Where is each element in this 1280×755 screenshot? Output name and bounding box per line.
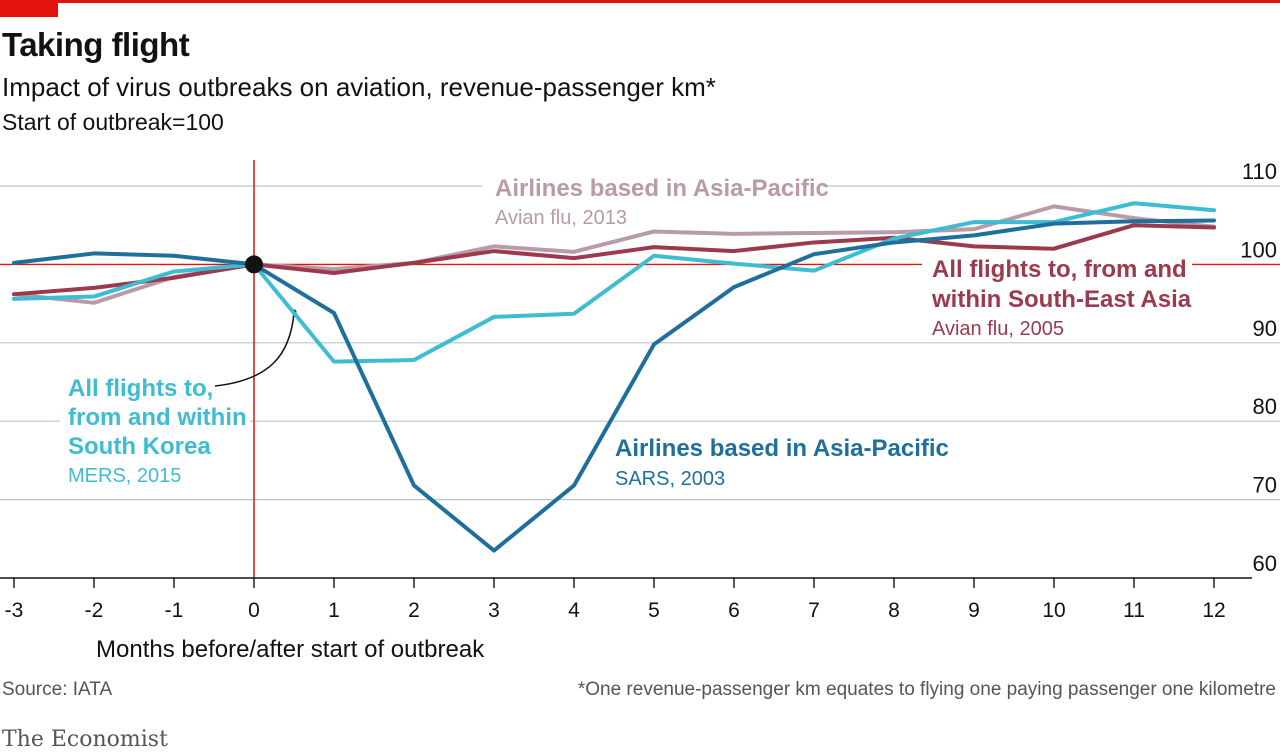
label-mers-line2: from and within [68, 404, 247, 431]
y-tick-label: 90 [1253, 316, 1277, 341]
chart-title: Taking flight [2, 26, 190, 63]
footnote: *One revenue-passenger km equates to fly… [577, 679, 1276, 700]
label-mers-line3: South Korea [68, 433, 211, 460]
y-tick-label: 60 [1253, 551, 1277, 576]
y-tick-label: 80 [1253, 394, 1277, 419]
top-rule [0, 0, 1280, 3]
label-avian2013-title: Airlines based in Asia-Pacific [495, 175, 829, 202]
x-tick-label: 3 [488, 599, 500, 622]
label-mers-line1: All flights to, [68, 375, 213, 402]
x-tick-label: 8 [888, 599, 900, 622]
brand-tag [0, 0, 58, 17]
x-tick-label: 12 [1202, 599, 1225, 622]
label-avian2005-sub: Avian flu, 2005 [932, 318, 1064, 340]
source-note: Source: IATA [2, 679, 113, 700]
mers-leader-line [214, 312, 295, 387]
x-tick-label: 1 [328, 599, 340, 622]
x-tick-label: 10 [1042, 599, 1065, 622]
label-avian2005: All flights to, from and within South-Ea… [931, 256, 1192, 340]
series-line-avian2005 [12, 223, 1216, 297]
outbreak-start-marker [245, 255, 263, 274]
chart-subtitle: Impact of virus outbreaks on aviation, r… [2, 72, 716, 102]
label-backdrop-avian2005 [922, 252, 1192, 342]
x-tick-label: -1 [165, 599, 184, 622]
x-tick-label: 0 [248, 599, 260, 622]
x-tick-label: -3 [5, 599, 24, 622]
label-avian2005-line2: within South-East Asia [931, 286, 1192, 313]
label-backdrop-avian2013 [482, 170, 822, 230]
label-avian2013: Airlines based in Asia-Pacific Avian flu… [495, 175, 829, 229]
label-mers: All flights to, from and within South Ko… [68, 375, 247, 487]
x-tick-label: 11 [1123, 599, 1145, 622]
label-sars: Airlines based in Asia-Pacific SARS, 200… [615, 435, 949, 490]
series-line-sars [12, 218, 1216, 553]
y-axis-ticks: 60 70 80 90 100 110 [1240, 159, 1277, 576]
series-line-mers [12, 201, 1216, 364]
x-tick-label: 2 [408, 599, 420, 622]
x-tick-label: 4 [568, 599, 580, 622]
y-tick-label: 70 [1253, 473, 1277, 498]
x-tick-label: 5 [648, 599, 660, 622]
x-axis-label: Months before/after start of outbreak [96, 636, 485, 663]
x-tick-label: 9 [968, 599, 980, 622]
x-tick-label: 6 [728, 599, 740, 622]
series-lines [12, 201, 1216, 553]
x-tick-label: -2 [85, 599, 104, 622]
label-sars-title: Airlines based in Asia-Pacific [615, 435, 949, 462]
label-avian2013-sub: Avian flu, 2013 [495, 207, 627, 229]
label-backdrop-mers [60, 372, 250, 490]
label-mers-sub: MERS, 2015 [68, 465, 181, 487]
annotations [60, 170, 1192, 492]
label-avian2005-line1: All flights to, from and [932, 256, 1187, 283]
x-tick-label: 7 [808, 599, 820, 622]
y-tick-label: 100 [1240, 237, 1277, 262]
label-sars-sub: SARS, 2003 [615, 468, 725, 490]
x-axis: -3 -2 -1 0 1 2 3 4 5 6 7 8 9 10 11 12 [0, 577, 1252, 622]
y-tick-label: 110 [1242, 159, 1277, 184]
chart-index-note: Start of outbreak=100 [2, 109, 224, 135]
label-backdrop-sars [608, 432, 933, 492]
brand-logo: The Economist [2, 727, 168, 752]
